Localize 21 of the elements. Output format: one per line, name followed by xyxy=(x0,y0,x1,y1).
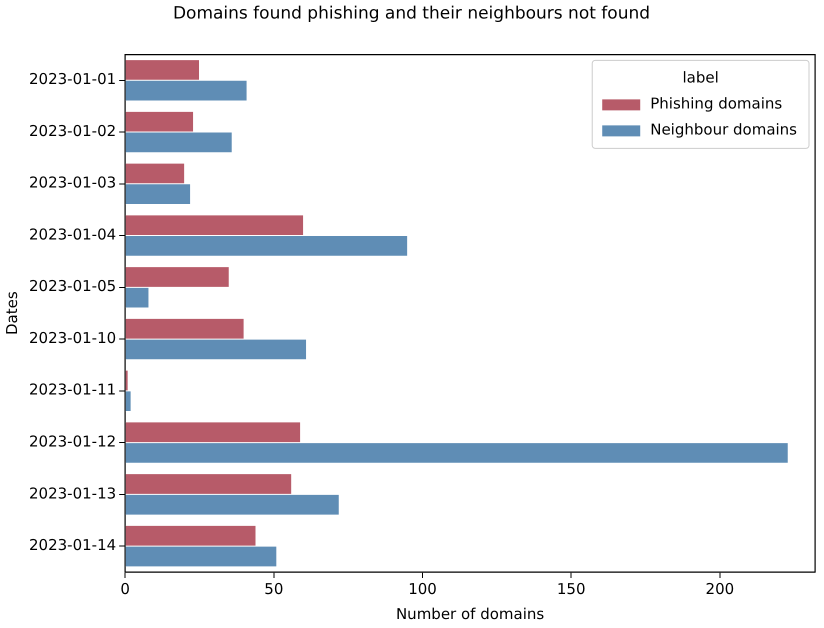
x-tick-label: 150 xyxy=(556,580,586,598)
y-axis-title: Dates xyxy=(2,291,21,336)
x-tick-label: 100 xyxy=(408,580,437,598)
legend-title: label xyxy=(682,68,719,86)
y-tick-label: 2023-01-05 xyxy=(28,277,116,296)
y-tick-label: 2023-01-13 xyxy=(28,484,116,502)
legend-label: Neighbour domains xyxy=(650,120,798,138)
x-tick-label: 50 xyxy=(264,580,284,598)
chart-title: Domains found phishing and their neighbours not found xyxy=(172,4,650,24)
x-axis-title: Number of domains xyxy=(396,604,544,623)
y-tick-label: 2023-01-10 xyxy=(28,328,116,347)
x-tick-label: 0 xyxy=(120,580,130,598)
legend-label: Phishing domains xyxy=(650,94,782,112)
y-tick-label: 2023-01-11 xyxy=(28,380,116,399)
x-tick-label: 200 xyxy=(706,580,734,598)
y-tick-label: 2023-01-02 xyxy=(28,122,116,140)
y-tick-label: 2023-01-03 xyxy=(28,174,116,192)
y-tick-label: 2023-01-12 xyxy=(28,432,116,450)
y-tick-label: 2023-01-04 xyxy=(28,225,116,244)
y-tick-label: 2023-01-14 xyxy=(28,536,116,554)
y-tick-label: 2023-01-01 xyxy=(28,70,116,88)
